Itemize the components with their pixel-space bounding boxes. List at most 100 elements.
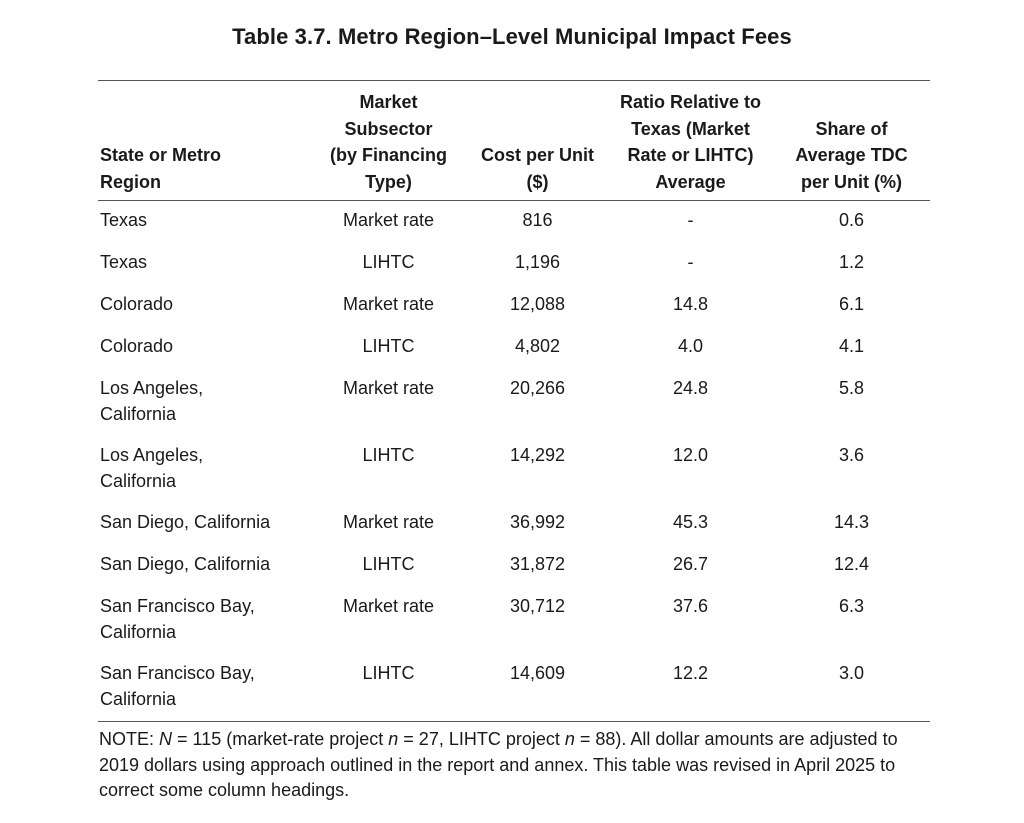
- region-line: Colorado: [100, 336, 174, 356]
- header-ratio: Ratio Relative to Texas (Market Rate or LI…: [608, 81, 773, 201]
- cell-share: 14.3: [833, 512, 870, 532]
- cell-cost: 20,266: [509, 378, 566, 398]
- note-prefix: NOTE:: [99, 729, 160, 749]
- cell-ratio: 14.8: [672, 294, 709, 314]
- cell-cost: 36,992: [509, 512, 566, 532]
- cell-share: 0.6: [838, 210, 865, 230]
- table-row: San Diego, California LIHTC 31,872 26.7 12.4: [98, 545, 930, 587]
- cell-ratio: 45.3: [672, 512, 709, 532]
- impact-fees-table: State or Metro Region Market Subsector (by F…: [98, 80, 930, 722]
- cell-region: San Francisco Bay, California: [98, 587, 310, 654]
- cell-cost: 14,292: [509, 445, 566, 465]
- table-row: Texas LIHTC 1,196 - 1.2: [98, 243, 930, 285]
- table-row: Texas Market rate 816 - 0.6: [98, 201, 930, 244]
- table-row: Colorado Market rate 12,088 14.8 6.1: [98, 285, 930, 327]
- header-share: Share of Average TDC per Unit (%): [773, 81, 930, 201]
- header-subsector: Market Subsector (by Financing Type): [310, 81, 467, 201]
- header-line: Market: [359, 92, 418, 112]
- header-line: Average TDC: [795, 145, 908, 165]
- cell-cost: 12,088: [509, 294, 566, 314]
- header-region: State or Metro Region: [98, 81, 310, 201]
- region-line: Los Angeles,: [100, 378, 204, 398]
- cell-region: San Diego, California: [98, 503, 310, 545]
- header-line: Subsector: [344, 118, 433, 139]
- header-line: Cost per Unit: [480, 145, 594, 165]
- cell-subsector: LIHTC: [362, 663, 415, 683]
- cell-subsector: Market rate: [342, 378, 435, 398]
- region-line: California: [100, 622, 177, 642]
- cell-ratio: -: [687, 210, 694, 230]
- region-line: Colorado: [100, 294, 174, 314]
- cell-region: San Francisco Bay, California: [98, 654, 310, 722]
- cell-ratio: 4.0: [677, 336, 704, 356]
- region-line: San Diego, California: [100, 554, 271, 574]
- header-cost: Cost per Unit ($): [467, 81, 608, 201]
- table-note: NOTE: N = 115 (market-rate project n = 2…: [99, 727, 929, 804]
- cell-subsector: Market rate: [342, 294, 435, 314]
- header-line: Ratio Relative to: [619, 92, 762, 112]
- header-line: Share of: [815, 118, 888, 139]
- table-row: Colorado LIHTC 4,802 4.0 4.1: [98, 327, 930, 369]
- cell-ratio: 12.0: [672, 445, 709, 465]
- cell-region: Texas: [98, 243, 310, 285]
- table-row: San Francisco Bay, California Market rate 3…: [98, 587, 930, 654]
- table-body: Texas Market rate 816 - 0.6 Texas LIHTC 1,196 - 1…: [98, 201, 930, 722]
- header-line: Region: [100, 171, 161, 192]
- cell-subsector: LIHTC: [362, 336, 415, 356]
- header-line: Average: [655, 171, 726, 192]
- cell-region: Los Angeles, California: [98, 436, 310, 503]
- cell-cost: 4,802: [514, 336, 561, 356]
- header-line: per Unit (%): [801, 171, 902, 192]
- cell-ratio: 37.6: [672, 596, 709, 616]
- cell-share: 3.6: [838, 445, 865, 465]
- cell-share: 6.1: [838, 294, 865, 314]
- table-row: Los Angeles, California Market rate 20,266 2…: [98, 369, 930, 436]
- cell-cost: 14,609: [509, 663, 566, 683]
- cell-cost: 816: [522, 210, 553, 230]
- header-row: State or Metro Region Market Subsector (by F…: [98, 80, 930, 201]
- header-line: (by Financing: [330, 145, 447, 165]
- region-line: San Francisco Bay,: [100, 596, 255, 616]
- cell-ratio: 12.2: [672, 663, 709, 683]
- cell-subsector: LIHTC: [362, 252, 415, 272]
- cell-share: 5.8: [838, 378, 865, 398]
- header-line: Rate or LIHTC): [627, 145, 754, 165]
- table-row: San Francisco Bay, California LIHTC 14,609 1…: [98, 654, 930, 722]
- impact-fees-table-container: State or Metro Region Market Subsector (by F…: [98, 80, 930, 722]
- cell-ratio: 24.8: [672, 378, 709, 398]
- cell-share: 6.3: [838, 596, 865, 616]
- note-N-symbol: N: [159, 729, 173, 749]
- note-body-text: = 88). All dollar amounts are adjusted t…: [99, 729, 898, 800]
- region-line: Texas: [100, 252, 148, 272]
- region-line: San Diego, California: [100, 512, 271, 532]
- cell-share: 4.1: [838, 336, 865, 356]
- cell-region: Texas: [98, 201, 310, 244]
- note-n-text: = 27, LIHTC project: [398, 729, 565, 749]
- region-line: California: [100, 689, 177, 709]
- table-title: Table 3.7. Metro Region–Level Municipal …: [232, 24, 792, 49]
- cell-region: Colorado: [98, 327, 310, 369]
- region-line: Texas: [100, 210, 148, 230]
- region-line: California: [100, 404, 177, 424]
- cell-cost: 30,712: [509, 596, 566, 616]
- region-line: Los Angeles,: [100, 445, 204, 465]
- table-row: Los Angeles, California LIHTC 14,292 12.0 3.6: [98, 436, 930, 503]
- cell-subsector: LIHTC: [362, 445, 415, 465]
- cell-share: 1.2: [838, 252, 865, 272]
- cell-region: San Diego, California: [98, 545, 310, 587]
- region-line: San Francisco Bay,: [100, 663, 255, 683]
- header-line: Texas (Market: [631, 118, 750, 139]
- header-line: State or Metro: [100, 145, 222, 165]
- cell-cost: 31,872: [509, 554, 566, 574]
- cell-subsector: LIHTC: [362, 554, 415, 574]
- note-n-symbol: n: [388, 729, 399, 749]
- cell-ratio: -: [687, 252, 694, 272]
- table-header: State or Metro Region Market Subsector (by F…: [98, 80, 930, 201]
- cell-share: 3.0: [838, 663, 865, 683]
- header-line: ($): [526, 171, 549, 192]
- cell-region: Colorado: [98, 285, 310, 327]
- cell-subsector: Market rate: [342, 210, 435, 230]
- cell-subsector: Market rate: [342, 596, 435, 616]
- cell-share: 12.4: [833, 554, 870, 574]
- region-line: California: [100, 471, 177, 491]
